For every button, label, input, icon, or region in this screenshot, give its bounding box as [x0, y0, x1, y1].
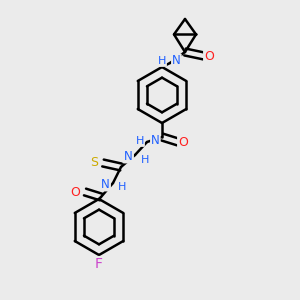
Text: N: N	[151, 134, 160, 148]
Text: O: O	[70, 185, 80, 199]
Text: F: F	[95, 257, 103, 271]
Text: S: S	[90, 155, 98, 169]
Text: O: O	[178, 136, 188, 148]
Text: H: H	[141, 155, 149, 165]
Text: O: O	[204, 50, 214, 62]
Text: H: H	[158, 56, 166, 66]
Text: H: H	[118, 182, 126, 192]
Text: N: N	[101, 178, 110, 190]
Text: N: N	[124, 149, 133, 163]
Text: N: N	[172, 55, 181, 68]
Text: H: H	[136, 136, 144, 146]
